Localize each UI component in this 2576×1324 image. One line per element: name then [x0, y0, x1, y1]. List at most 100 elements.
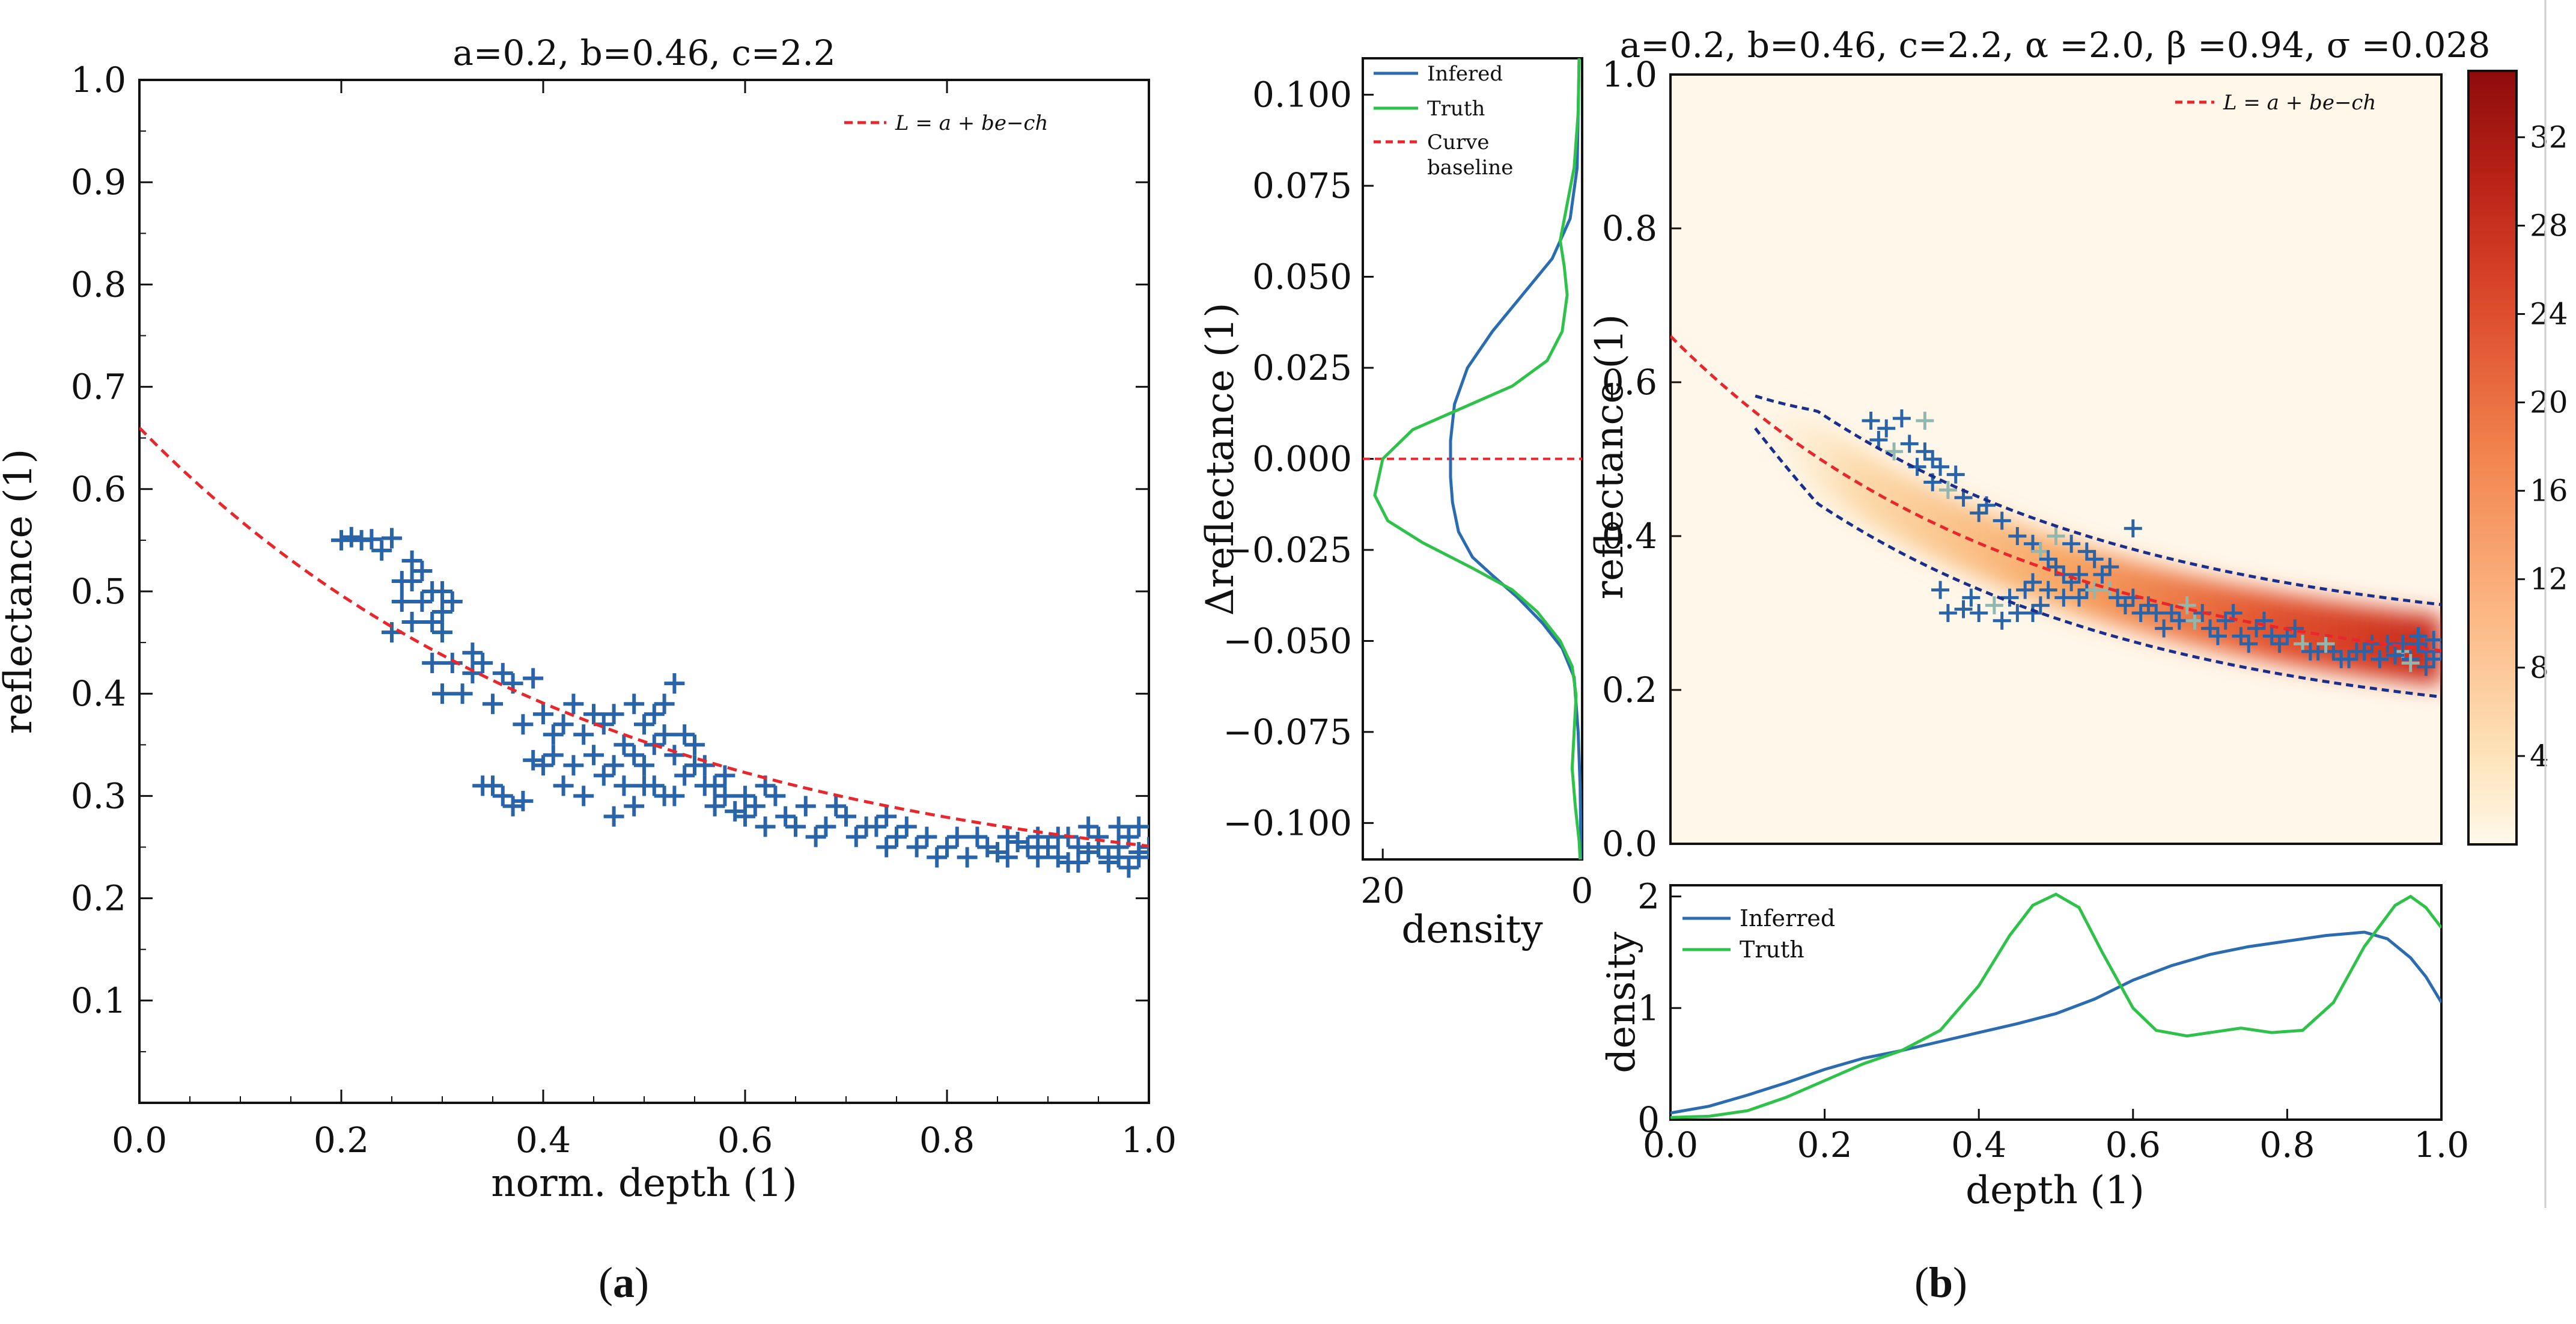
a-point-108 — [1118, 857, 1139, 878]
a-point-62 — [492, 786, 513, 807]
bm-point-9 — [1946, 465, 1965, 484]
bm-point-36 — [2008, 604, 2027, 622]
legend-label-infered: Infered — [1427, 62, 1503, 86]
legend-label-baseline-line2: baseline — [1427, 156, 1513, 180]
bm-point-70 — [2363, 635, 2381, 653]
a-point-34 — [654, 724, 675, 745]
bm-point-0 — [1862, 412, 1880, 430]
bm-point-69 — [2409, 627, 2428, 645]
panel-b-left-inferred-line — [1449, 58, 1582, 859]
bm-point-6 — [1923, 450, 1942, 468]
bm-point-92 — [1931, 581, 1950, 599]
caption-a: (a) — [598, 1258, 649, 1307]
a-ytick-label: 0.6 — [71, 469, 126, 510]
a-point-72 — [744, 796, 766, 817]
legend-label-truth: Truth — [1427, 97, 1485, 121]
a-point-101 — [1078, 816, 1099, 837]
a-point-58 — [543, 745, 564, 766]
bl-ytick-label: 0.000 — [1252, 439, 1352, 480]
bm-ytick-label: 1.0 — [1602, 54, 1657, 95]
a-point-54 — [573, 786, 594, 807]
panel-a-xlabel: norm. depth (1) — [491, 1161, 797, 1206]
a-point-86 — [896, 816, 917, 837]
bb-xtick-label: 0.8 — [2259, 1124, 2315, 1165]
bm-point-85 — [2077, 542, 2096, 561]
bm-point-24 — [2085, 581, 2104, 599]
a-point-136 — [876, 837, 897, 858]
bm-point-66 — [2401, 654, 2420, 673]
a-point-112 — [1108, 816, 1129, 837]
panel-a: a=0.2, b=0.46, c=2.2 0.10.20.30.40.50.60… — [0, 32, 1177, 1206]
bm-point-95 — [1869, 431, 1888, 449]
a-point-70 — [714, 786, 735, 807]
a-point-3 — [382, 528, 402, 549]
panel-b-main-fit-curve — [1670, 335, 2441, 653]
bb-xtick-label: 0.6 — [2106, 1124, 2161, 1165]
panel-b-main-legend-label: L = a + be−ch — [2223, 91, 2376, 115]
bm-point-76 — [2255, 611, 2273, 630]
panel-b-main-band-upper — [1755, 394, 2441, 606]
a-point-84 — [886, 826, 907, 847]
panel-b-main-y-ticks: 0.0 0.2 0.4 0.6 0.8 1.0 — [1602, 54, 1681, 864]
a-point-16 — [422, 653, 443, 674]
a-point-82 — [845, 826, 866, 847]
a-ytick-label: 0.3 — [71, 775, 126, 816]
bm-point-26 — [2054, 588, 2073, 607]
bm-point-63 — [2425, 650, 2441, 668]
panel-b-main-plot-area — [1669, 73, 2443, 845]
a-point-121 — [826, 796, 847, 817]
bm-point-18 — [2039, 550, 2057, 569]
a-point-50 — [593, 765, 614, 786]
bm-point-14 — [1993, 511, 2011, 530]
a-ytick-label: 0.7 — [71, 367, 126, 407]
bm-point-46 — [2201, 619, 2220, 638]
cb-tick-label: 16 — [2530, 474, 2568, 508]
a-point-134 — [432, 581, 452, 602]
bm-point-82 — [2116, 596, 2134, 615]
cb-tick-label: 20 — [2530, 385, 2568, 420]
a-ytick-label: 0.9 — [71, 162, 126, 203]
a-point-17 — [462, 663, 483, 684]
a-point-37 — [654, 694, 675, 715]
a-point-44 — [634, 755, 654, 776]
bm-point-88 — [2124, 519, 2142, 538]
a-point-91 — [957, 847, 978, 868]
a-point-7 — [391, 591, 412, 612]
bm-point-71 — [2347, 642, 2366, 660]
bm-point-89 — [2031, 596, 2050, 615]
panel-b-left-y-ticks: 0.100 0.075 0.050 0.025 0.000 −0.025 −0.050 −0.… — [1223, 75, 1374, 843]
panel-b-bottom-legend: Inferred Truth — [1682, 905, 1835, 963]
panel-b-left-truth-line — [1373, 58, 1582, 859]
a-point-9 — [412, 591, 433, 612]
bm-point-45 — [2185, 611, 2204, 630]
a-point-119 — [967, 826, 988, 847]
a-point-128 — [563, 694, 584, 715]
a-point-113 — [1128, 816, 1149, 837]
a-point-46 — [664, 745, 685, 766]
a-point-15 — [432, 622, 452, 643]
a-point-138 — [1128, 842, 1149, 863]
a-point-137 — [997, 826, 1018, 847]
bm-point-81 — [2131, 604, 2150, 622]
bl-ytick-label: 0.025 — [1252, 347, 1352, 388]
panel-a-plot-area — [138, 79, 1150, 1104]
a-point-28 — [553, 714, 574, 735]
bm-point-27 — [2039, 581, 2057, 599]
a-point-107 — [1139, 837, 1149, 858]
bm-point-83 — [2101, 558, 2119, 576]
bl-ytick-label: 0.075 — [1252, 165, 1352, 206]
a-point-64 — [513, 790, 534, 811]
a-point-57 — [523, 749, 544, 770]
panel-b-main: a=0.2, b=0.46, c=2.2, α =2.0, β =0.94, σ… — [1588, 25, 2568, 864]
bl-ytick-label: 0.100 — [1252, 75, 1352, 115]
a-point-68 — [664, 786, 685, 807]
bb-xtick-label: 1.0 — [2414, 1124, 2469, 1165]
legend-label-baseline: Curve baseline — [1427, 130, 1513, 180]
bm-point-15 — [2008, 527, 2027, 545]
legend-label-truth-bottom: Truth — [1740, 936, 1804, 963]
bl-ytick-label: 0.050 — [1252, 257, 1352, 297]
bm-point-33 — [1954, 600, 1973, 618]
a-point-97 — [1038, 837, 1058, 858]
a-xtick-label: 0.8 — [919, 1120, 975, 1161]
a-point-133 — [401, 570, 422, 591]
